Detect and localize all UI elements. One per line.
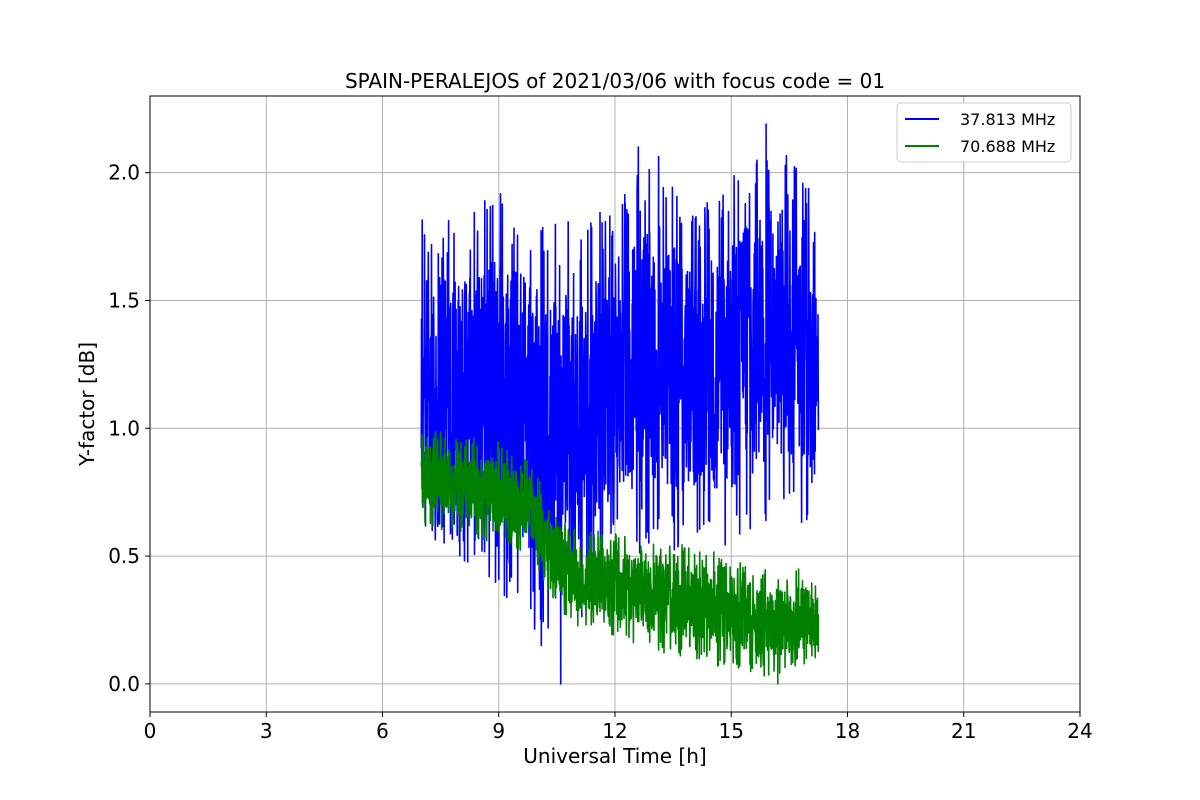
x-tick-label: 6 — [376, 719, 389, 743]
y-tick-label: 1.5 — [108, 288, 140, 312]
y-tick-label: 0.0 — [108, 672, 140, 696]
x-tick-label: 3 — [260, 719, 273, 743]
legend-box — [896, 102, 1072, 163]
x-tick-label: 12 — [602, 719, 627, 743]
x-tick-label: 0 — [144, 719, 157, 743]
legend: 37.813 MHz 70.688 MHz — [896, 102, 1072, 163]
x-tick-label: 24 — [1067, 719, 1092, 743]
y-axis: 0.0 0.5 1.0 1.5 2.0 — [108, 161, 150, 696]
legend-label-series-1: 70.688 MHz — [960, 137, 1055, 156]
chart-title: SPAIN-PERALEJOS of 2021/03/06 with focus… — [345, 69, 885, 93]
y-tick-label: 2.0 — [108, 161, 140, 185]
y-tick-label: 1.0 — [108, 416, 140, 440]
legend-label-series-0: 37.813 MHz — [960, 110, 1055, 129]
x-axis-label: Universal Time [h] — [523, 744, 706, 768]
x-tick-label: 21 — [951, 719, 976, 743]
y-tick-label: 0.5 — [108, 544, 140, 568]
x-tick-label: 15 — [719, 719, 744, 743]
x-axis: 0 3 6 9 12 15 18 21 24 — [144, 712, 1093, 743]
series-line-0 — [420, 123, 820, 685]
x-tick-label: 18 — [835, 719, 860, 743]
series-line-1 — [420, 431, 820, 685]
x-tick-label: 9 — [492, 719, 505, 743]
y-axis-label: Y-factor [dB] — [75, 342, 99, 467]
series-layer — [420, 123, 820, 685]
